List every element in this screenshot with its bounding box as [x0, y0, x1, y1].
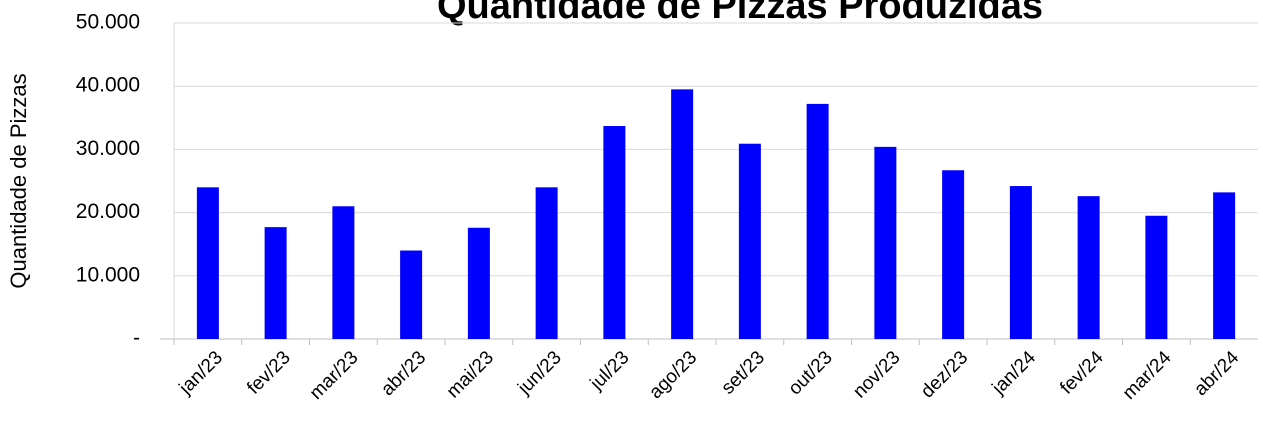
x-tick-label: abr/24: [1190, 347, 1243, 400]
x-tick-label: mar/24: [1119, 347, 1176, 404]
bar: [738, 143, 761, 339]
bar: [1077, 196, 1100, 339]
x-tick-label: abr/23: [377, 347, 430, 400]
x-tick-label: jan/23: [175, 347, 227, 399]
bar: [603, 126, 626, 340]
x-tick-label: out/23: [785, 347, 837, 399]
x-tick-label: jan/24: [988, 347, 1040, 399]
bar: [1213, 192, 1236, 339]
bar: [874, 146, 897, 339]
bar: [942, 170, 965, 339]
y-tick-label: 50.000: [76, 11, 140, 34]
y-tick-label: 30.000: [76, 137, 140, 160]
y-tick-label: 40.000: [76, 74, 140, 97]
bar: [264, 227, 287, 339]
y-tick-label: -: [133, 327, 140, 350]
y-axis-label: Quantidade de Pizzas: [6, 73, 31, 288]
x-tick-label: fev/24: [1056, 347, 1108, 399]
bar: [535, 187, 558, 339]
bar: [332, 206, 355, 339]
x-tick-label: jun/23: [514, 347, 566, 399]
bar: [1145, 215, 1168, 339]
x-tick-label: nov/23: [849, 347, 904, 402]
bar: [400, 250, 423, 339]
x-tick-label: fev/23: [243, 347, 294, 398]
x-tick-label: mai/23: [443, 347, 498, 402]
x-tick-label: mar/23: [306, 347, 363, 404]
y-tick-label: 20.000: [76, 200, 140, 223]
x-tick-label: set/23: [718, 347, 769, 398]
bar: [196, 187, 219, 339]
bar: [671, 89, 694, 339]
bar: [806, 103, 829, 340]
bar: [467, 227, 490, 339]
x-tick-label: jul/23: [586, 347, 634, 395]
y-tick-label: 10.000: [76, 263, 140, 286]
x-tick-label: dez/23: [917, 347, 972, 402]
x-tick-label: ago/23: [645, 347, 701, 403]
bar: [1009, 186, 1032, 339]
